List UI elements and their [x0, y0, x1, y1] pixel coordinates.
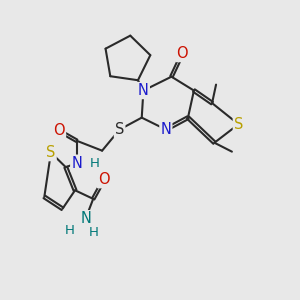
- Text: S: S: [115, 122, 124, 137]
- Text: N: N: [80, 211, 91, 226]
- Text: N: N: [160, 122, 171, 137]
- Text: H: H: [90, 158, 100, 170]
- Text: H: H: [89, 226, 99, 239]
- Text: N: N: [71, 156, 82, 171]
- Text: N: N: [138, 83, 149, 98]
- Text: O: O: [98, 172, 110, 187]
- Text: S: S: [46, 145, 56, 160]
- Text: S: S: [234, 117, 243, 132]
- Text: O: O: [53, 123, 65, 138]
- Text: H: H: [65, 224, 75, 237]
- Text: O: O: [177, 46, 188, 61]
